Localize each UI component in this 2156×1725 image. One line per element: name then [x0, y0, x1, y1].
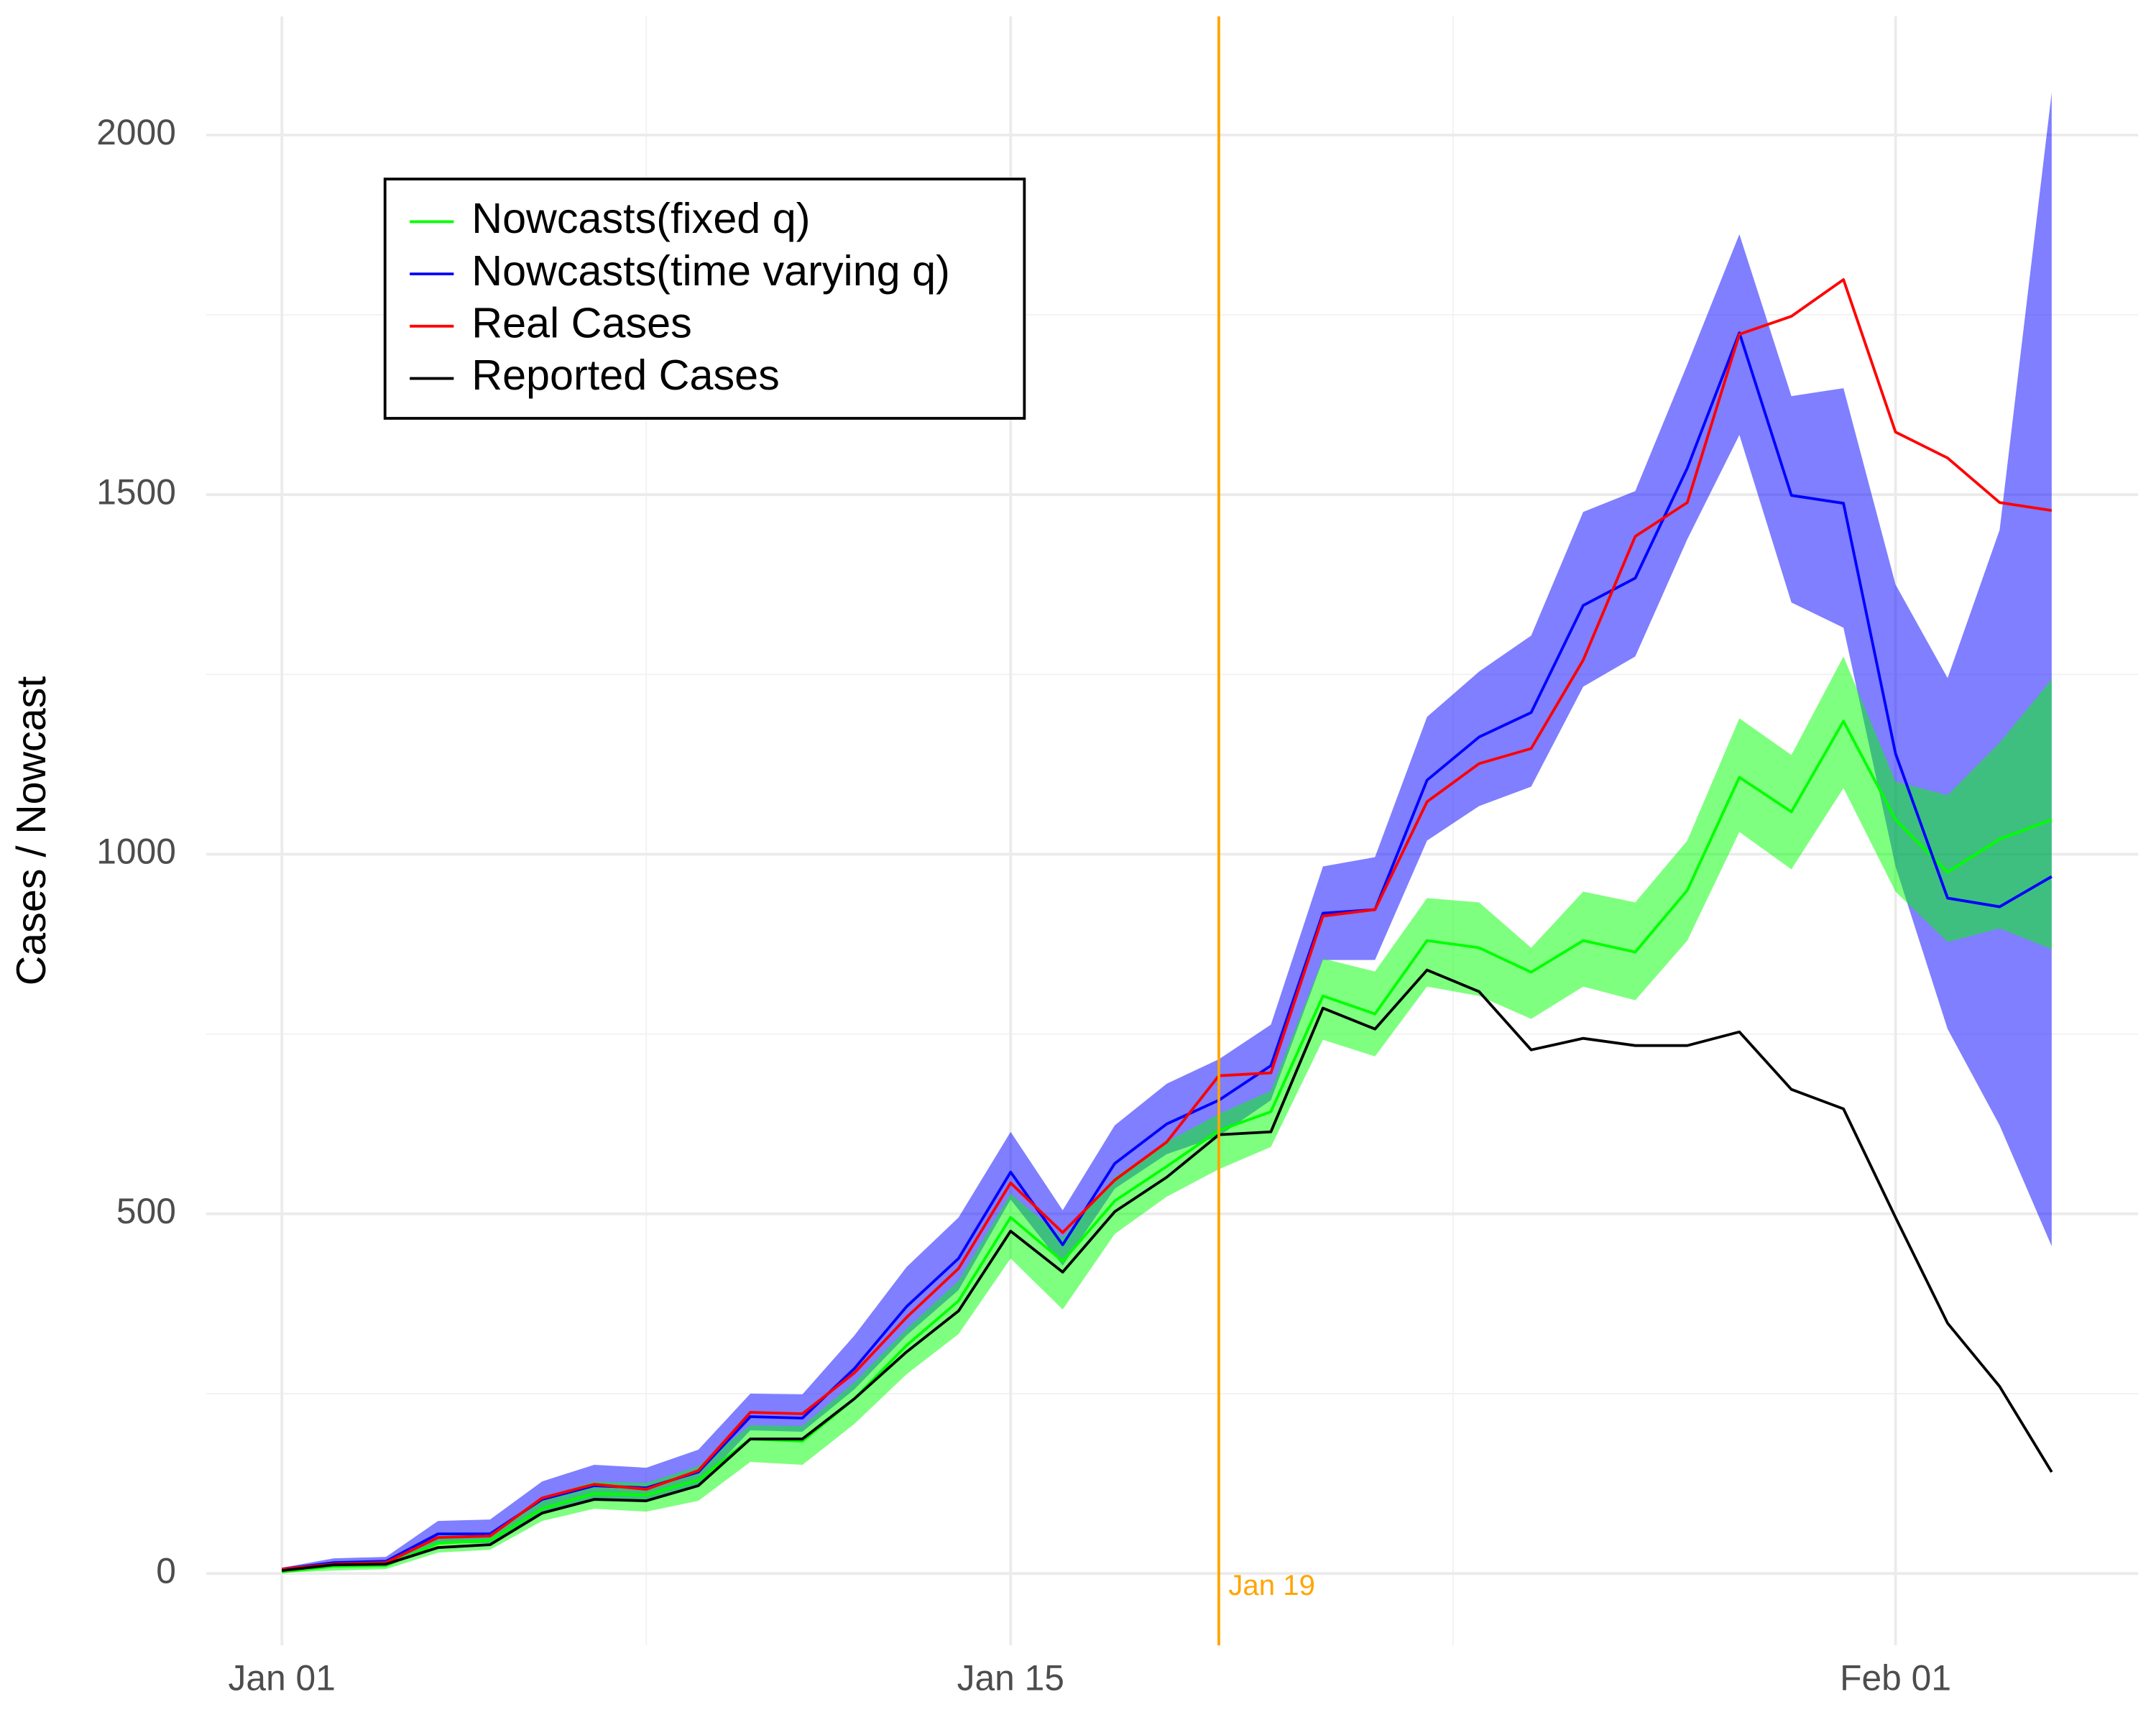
- reference-label: Jan 19: [1228, 1569, 1315, 1601]
- legend: Nowcasts(fixed q) Nowcasts(time varying q…: [383, 178, 1026, 420]
- ticks: 0 500 1000 1500 2000 Jan 01 Jan 15 Feb 01: [96, 112, 1951, 1698]
- legend-box: [383, 178, 1026, 420]
- x-tick-label: Feb 01: [1840, 1658, 1951, 1698]
- confidence-band: [282, 656, 2052, 1573]
- bands: [282, 92, 2052, 1573]
- series-line: [282, 719, 2053, 1574]
- series-line: [282, 278, 2053, 1571]
- legend-label: Reported Cases: [471, 351, 779, 399]
- lines: Jan 19: [281, 16, 2053, 1646]
- series-line: [281, 331, 2053, 1571]
- y-tick-label: 1500: [96, 472, 176, 512]
- x-tick-label: Jan 15: [957, 1658, 1064, 1698]
- x-tick-label: Jan 01: [229, 1658, 336, 1698]
- y-tick-label: 2000: [96, 112, 176, 152]
- y-tick-label: 500: [116, 1191, 176, 1231]
- y-tick-label: 1000: [96, 832, 176, 872]
- y-axis-label: Cases / Nowcast: [9, 676, 55, 986]
- legend-label: Real Cases: [471, 298, 692, 346]
- y-tick-label: 0: [156, 1550, 176, 1591]
- series-line: [282, 968, 2053, 1573]
- legend-label: Nowcasts(time varying q): [471, 247, 950, 295]
- legend-label: Nowcasts(fixed q): [471, 194, 810, 242]
